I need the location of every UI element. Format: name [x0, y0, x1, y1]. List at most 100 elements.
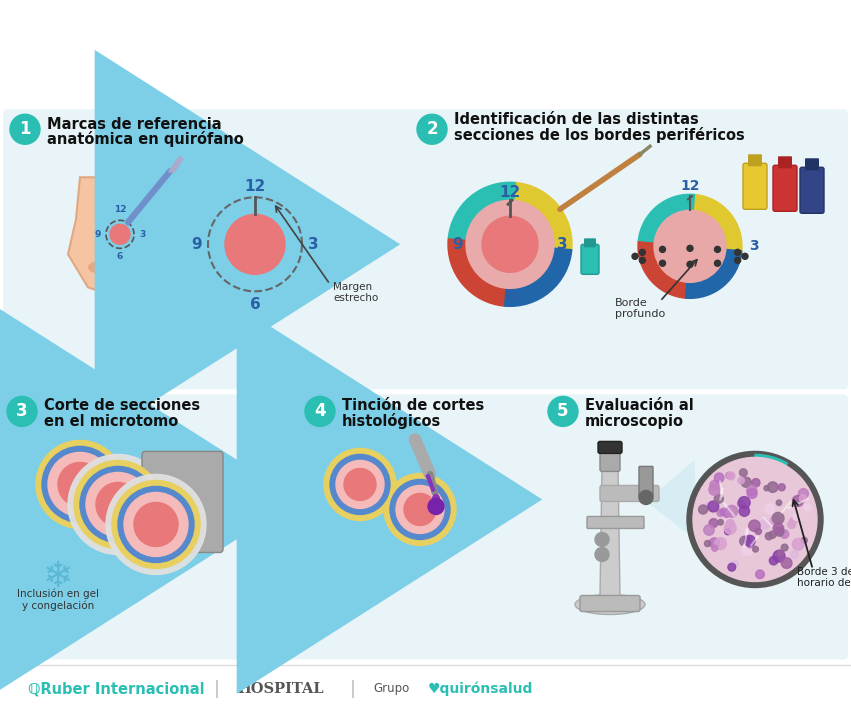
Text: 12: 12	[500, 185, 521, 200]
Circle shape	[778, 483, 785, 491]
Text: CIRUGÍA DE MOHS: EVALUACIÓN EN EL: CIRUGÍA DE MOHS: EVALUACIÓN EN EL	[111, 19, 740, 46]
Text: Borde 3 del dial
horario de referencia: Borde 3 del dial horario de referencia	[797, 567, 851, 588]
Circle shape	[482, 216, 538, 272]
Text: 3: 3	[749, 240, 759, 253]
Circle shape	[384, 473, 456, 545]
Circle shape	[711, 545, 717, 551]
Circle shape	[749, 520, 760, 531]
Text: 3: 3	[557, 237, 568, 252]
Polygon shape	[68, 178, 148, 297]
Circle shape	[747, 488, 757, 498]
Text: 12: 12	[114, 205, 126, 214]
FancyBboxPatch shape	[743, 163, 767, 210]
Text: ❄: ❄	[43, 560, 73, 595]
Circle shape	[734, 257, 740, 263]
Ellipse shape	[88, 262, 108, 273]
Circle shape	[118, 486, 194, 563]
Circle shape	[417, 114, 447, 144]
Circle shape	[778, 524, 784, 530]
Wedge shape	[685, 250, 742, 298]
Ellipse shape	[432, 494, 439, 505]
Text: 12: 12	[680, 179, 700, 193]
Circle shape	[134, 503, 178, 546]
Circle shape	[740, 506, 750, 516]
FancyBboxPatch shape	[778, 156, 792, 168]
FancyBboxPatch shape	[3, 109, 848, 389]
Circle shape	[724, 528, 731, 535]
Circle shape	[305, 396, 335, 426]
Text: 9: 9	[94, 230, 101, 239]
FancyBboxPatch shape	[600, 448, 620, 471]
Wedge shape	[693, 195, 742, 251]
Circle shape	[752, 546, 758, 552]
Wedge shape	[755, 454, 787, 520]
FancyBboxPatch shape	[580, 595, 640, 612]
Circle shape	[741, 477, 751, 487]
Circle shape	[187, 176, 323, 312]
Circle shape	[740, 536, 750, 546]
FancyBboxPatch shape	[639, 466, 653, 496]
Circle shape	[632, 253, 638, 260]
Circle shape	[760, 519, 770, 529]
Circle shape	[324, 448, 396, 520]
Wedge shape	[448, 183, 516, 240]
Circle shape	[715, 247, 721, 252]
Circle shape	[654, 210, 726, 282]
Circle shape	[708, 501, 719, 512]
Circle shape	[770, 515, 781, 526]
Circle shape	[709, 538, 719, 548]
Circle shape	[344, 468, 376, 501]
Text: |: |	[214, 680, 220, 698]
Circle shape	[781, 544, 788, 551]
Circle shape	[74, 461, 162, 548]
Circle shape	[745, 528, 752, 535]
Text: |: |	[350, 680, 357, 698]
Text: Corte de secciones: Corte de secciones	[44, 398, 200, 413]
FancyBboxPatch shape	[3, 394, 848, 660]
FancyBboxPatch shape	[773, 165, 797, 211]
Wedge shape	[514, 183, 572, 250]
Circle shape	[639, 257, 645, 263]
Text: 9: 9	[453, 237, 463, 252]
Circle shape	[715, 260, 721, 266]
Text: 9: 9	[191, 237, 203, 252]
Circle shape	[723, 510, 731, 518]
Circle shape	[746, 486, 757, 496]
Text: 1: 1	[20, 120, 31, 138]
FancyBboxPatch shape	[581, 245, 599, 275]
Circle shape	[791, 551, 798, 558]
Circle shape	[717, 509, 724, 516]
Circle shape	[804, 504, 811, 511]
Circle shape	[741, 507, 747, 512]
Circle shape	[318, 442, 402, 526]
Circle shape	[714, 494, 723, 503]
Ellipse shape	[575, 595, 645, 615]
Circle shape	[792, 496, 803, 506]
Circle shape	[768, 482, 778, 493]
Circle shape	[734, 250, 740, 255]
FancyBboxPatch shape	[600, 486, 659, 501]
Wedge shape	[505, 248, 572, 307]
Text: ♥quirónsalud: ♥quirónsalud	[428, 682, 534, 696]
Text: microscopio: microscopio	[585, 414, 684, 429]
Circle shape	[799, 495, 807, 502]
Circle shape	[548, 396, 578, 426]
Circle shape	[687, 245, 693, 251]
Text: 5: 5	[557, 402, 568, 421]
Circle shape	[745, 535, 755, 546]
Circle shape	[58, 463, 102, 506]
Circle shape	[639, 250, 645, 255]
Circle shape	[715, 538, 727, 550]
Circle shape	[30, 434, 130, 535]
Circle shape	[112, 481, 200, 568]
Circle shape	[396, 486, 444, 533]
Circle shape	[639, 491, 653, 505]
FancyBboxPatch shape	[587, 516, 644, 528]
Circle shape	[80, 466, 156, 543]
Circle shape	[330, 454, 390, 515]
Circle shape	[68, 454, 168, 555]
Circle shape	[687, 262, 693, 267]
Text: Marcas de referencia: Marcas de referencia	[47, 117, 221, 132]
FancyBboxPatch shape	[584, 238, 596, 247]
Circle shape	[660, 247, 665, 252]
